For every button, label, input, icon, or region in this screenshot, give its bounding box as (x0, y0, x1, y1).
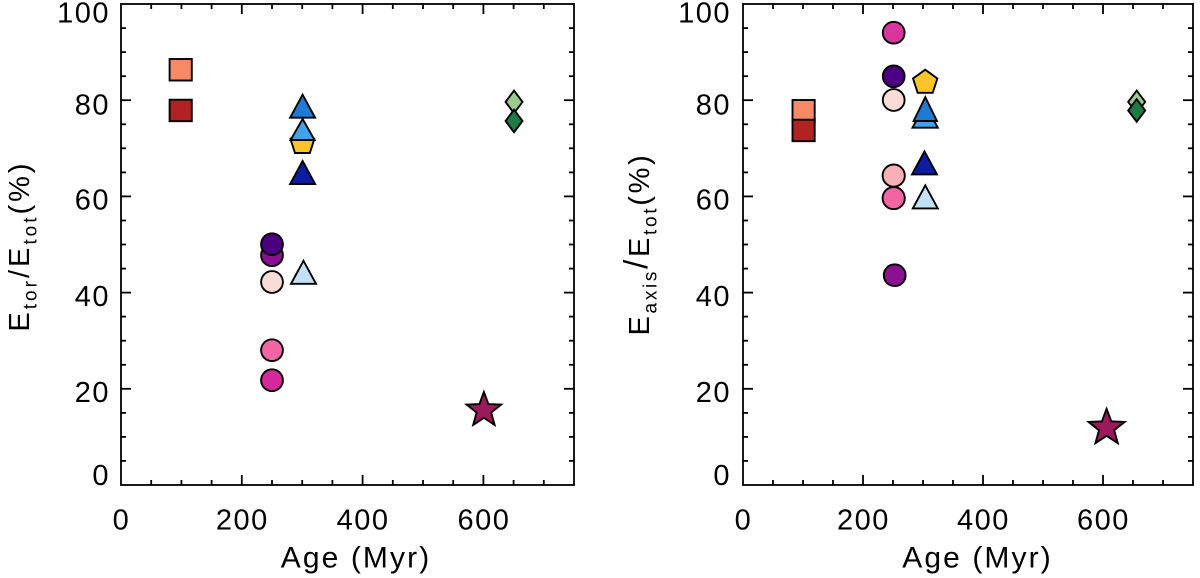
svg-text:0: 0 (735, 504, 753, 536)
svg-text:600: 600 (1077, 504, 1130, 536)
svg-text:80: 80 (696, 90, 731, 122)
svg-text:Age (Myr): Age (Myr) (281, 542, 432, 575)
svg-text:0: 0 (113, 504, 131, 536)
svg-text:400: 400 (337, 504, 390, 536)
svg-text:40: 40 (696, 281, 731, 313)
svg-text:200: 200 (837, 504, 890, 536)
svg-text:60: 60 (696, 185, 731, 217)
svg-text:400: 400 (957, 504, 1010, 536)
svg-text:100: 100 (57, 0, 110, 30)
svg-text:60: 60 (75, 185, 110, 217)
svg-text:20: 20 (75, 377, 110, 409)
svg-text:600: 600 (457, 504, 510, 536)
svg-text:200: 200 (216, 504, 269, 536)
svg-text:100: 100 (678, 0, 731, 30)
svg-text:0: 0 (713, 460, 731, 492)
svg-text:0: 0 (92, 460, 110, 492)
svg-text:Age (Myr): Age (Myr) (902, 542, 1053, 575)
svg-text:80: 80 (75, 90, 110, 122)
svg-text:20: 20 (696, 377, 731, 409)
svg-text:40: 40 (75, 281, 110, 313)
